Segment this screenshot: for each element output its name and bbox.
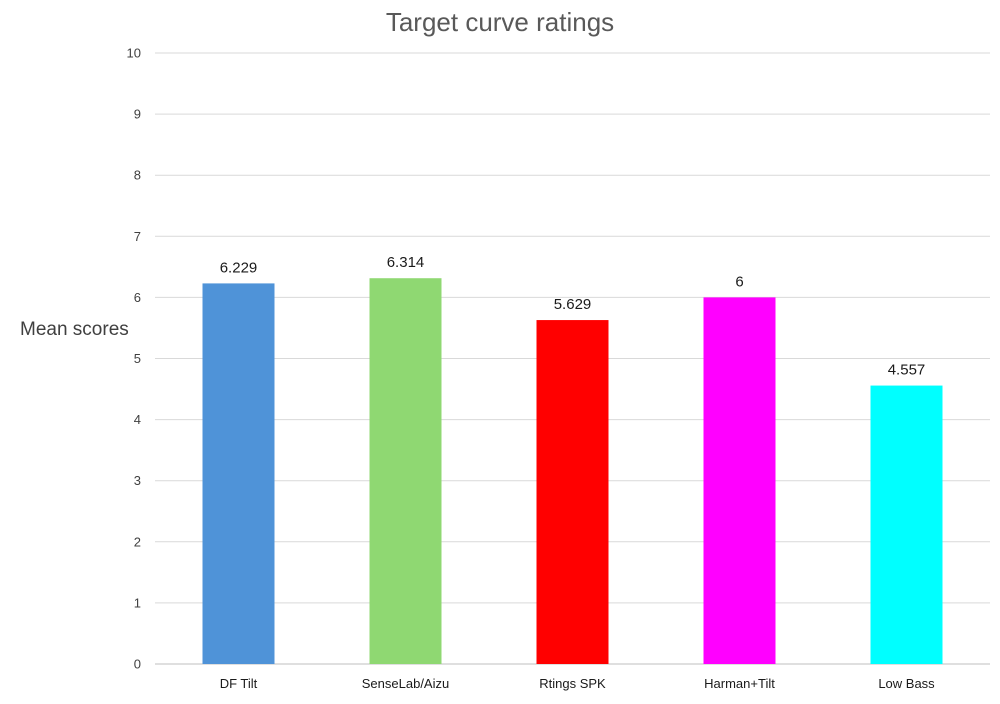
y-tick-label: 3 (134, 473, 141, 488)
y-tick-label: 7 (134, 229, 141, 244)
bar-rtings-spk (536, 320, 609, 664)
y-tick-label: 10 (127, 46, 141, 61)
bar-senselab-aizu (369, 278, 442, 664)
y-tick-label: 6 (134, 290, 141, 305)
bar-df-tilt (202, 283, 275, 664)
y-tick-label: 5 (134, 351, 141, 366)
y-tick-label: 0 (134, 657, 141, 672)
y-tick-label: 2 (134, 534, 141, 549)
y-tick-label: 4 (134, 412, 141, 427)
y-tick-label: 9 (134, 107, 141, 122)
x-category-label: SenseLab/Aizu (362, 676, 449, 691)
data-label: 6 (735, 273, 743, 290)
data-label: 4.557 (888, 362, 926, 379)
data-label: 5.629 (554, 296, 592, 313)
y-tick-label: 1 (134, 595, 141, 610)
x-category-label: Harman+Tilt (704, 676, 775, 691)
chart-title: Target curve ratings (386, 7, 614, 37)
x-category-label: DF Tilt (220, 676, 258, 691)
x-category-label: Rtings SPK (539, 676, 606, 691)
x-axis-categories: DF Tilt SenseLab/Aizu Rtings SPK Harman+Til… (220, 676, 935, 691)
bars (202, 278, 943, 664)
y-axis-ticks: 0 1 2 3 4 5 6 7 8 9 10 (127, 46, 141, 672)
bar-low-bass (870, 385, 943, 664)
data-label: 6.229 (220, 259, 258, 276)
bar-harman-tilt (703, 297, 776, 664)
data-label: 6.314 (387, 254, 425, 271)
y-axis-label: Mean scores (20, 319, 129, 340)
x-category-label: Low Bass (878, 676, 935, 691)
y-tick-label: 8 (134, 168, 141, 183)
data-labels: 6.229 6.314 5.629 6 4.557 (220, 254, 926, 378)
